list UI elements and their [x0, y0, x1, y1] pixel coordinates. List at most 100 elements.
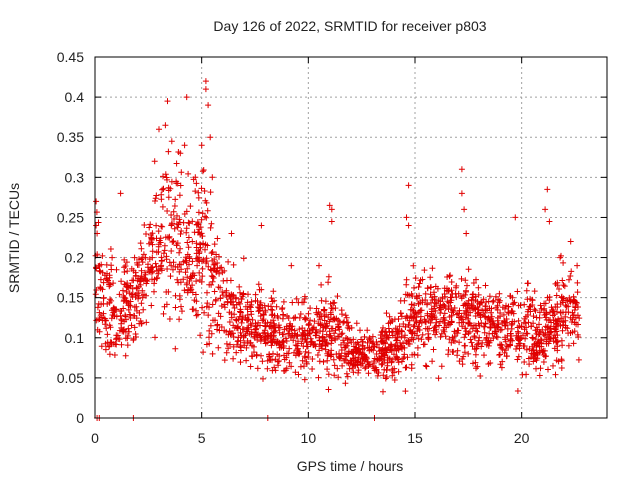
- data-point: [364, 344, 371, 351]
- data-point: [540, 359, 547, 365]
- x-axis-label: GPS time / hours: [297, 458, 404, 474]
- data-point: [460, 319, 467, 326]
- data-point: [421, 267, 428, 274]
- data-point: [170, 238, 177, 245]
- data-point: [505, 343, 512, 350]
- data-point: [389, 366, 396, 373]
- data-point: [197, 332, 204, 339]
- x-tick-labels: 0 5 10 15 20: [91, 430, 530, 446]
- data-point: [190, 306, 197, 313]
- data-point: [538, 343, 545, 350]
- data-point: [216, 270, 223, 277]
- data-point: [386, 313, 393, 320]
- data-point: [309, 366, 316, 372]
- data-point: [478, 343, 485, 350]
- data-point: [425, 317, 432, 324]
- data-point: [423, 363, 430, 370]
- data-point: [484, 307, 491, 314]
- data-point: [307, 335, 314, 342]
- data-point: [481, 352, 487, 359]
- data-point: [575, 334, 582, 340]
- data-point: [208, 330, 215, 337]
- data-point: [431, 305, 438, 312]
- data-point: [230, 322, 237, 329]
- data-point: [324, 366, 331, 373]
- data-point: [251, 334, 258, 341]
- data-point: [556, 286, 562, 292]
- data-point: [213, 296, 219, 303]
- data-point: [323, 339, 330, 346]
- data-point: [139, 287, 146, 294]
- data-point: [353, 349, 360, 356]
- data-point: [383, 310, 390, 317]
- data-point: [310, 326, 317, 333]
- data-point: [462, 331, 469, 338]
- data-point: [304, 343, 311, 350]
- data-point: [549, 307, 556, 313]
- data-point: [152, 195, 159, 202]
- data-point: [405, 222, 412, 229]
- data-point: [243, 357, 250, 364]
- data-point: [322, 298, 329, 305]
- data-point: [384, 334, 391, 341]
- data-point: [496, 352, 503, 358]
- data-point: [502, 347, 509, 354]
- data-point: [422, 362, 429, 369]
- data-point: [473, 276, 479, 283]
- data-point: [574, 279, 581, 286]
- data-point: [561, 283, 568, 290]
- data-point: [485, 314, 492, 321]
- data-point: [554, 308, 560, 315]
- data-point: [342, 344, 349, 350]
- data-point: [172, 345, 179, 352]
- data-point: [441, 285, 448, 292]
- data-point: [489, 298, 496, 305]
- y-tick-label: 0.4: [65, 89, 85, 105]
- data-point: [168, 248, 175, 254]
- data-point: [230, 343, 237, 350]
- data-point: [238, 319, 245, 326]
- data-point: [395, 316, 402, 322]
- data-point: [106, 351, 113, 358]
- data-point: [395, 368, 402, 375]
- data-point: [400, 340, 406, 347]
- data-point: [331, 362, 338, 369]
- data-point: [337, 355, 344, 362]
- data-point: [461, 310, 467, 317]
- data-point: [355, 354, 362, 361]
- data-point: [307, 305, 314, 312]
- data-point: [331, 299, 338, 306]
- y-tick-label: 0: [76, 410, 84, 426]
- data-point: [378, 347, 385, 354]
- data-point: [156, 126, 162, 133]
- data-point: [437, 304, 443, 311]
- data-point: [536, 314, 543, 321]
- data-point: [474, 341, 481, 348]
- data-point: [134, 259, 140, 266]
- data-point: [199, 265, 206, 272]
- data-point: [532, 336, 539, 343]
- data-point: [173, 180, 180, 187]
- data-point: [209, 350, 216, 357]
- data-point: [201, 309, 208, 316]
- data-point: [193, 255, 200, 262]
- data-point: [209, 301, 216, 308]
- data-point: [280, 343, 287, 349]
- data-point: [164, 98, 171, 105]
- data-point: [388, 359, 395, 366]
- data-point: [189, 273, 195, 280]
- data-point: [139, 275, 146, 282]
- data-point: [178, 228, 185, 234]
- data-point: [321, 313, 328, 320]
- data-point: [516, 337, 523, 344]
- data-point: [275, 314, 282, 321]
- data-point: [221, 267, 228, 274]
- data-point: [515, 353, 522, 360]
- data-point: [402, 388, 409, 395]
- data-point: [298, 340, 305, 347]
- data-point: [315, 320, 322, 327]
- data-point: [291, 349, 297, 356]
- data-point: [205, 263, 212, 270]
- data-point: [94, 304, 101, 311]
